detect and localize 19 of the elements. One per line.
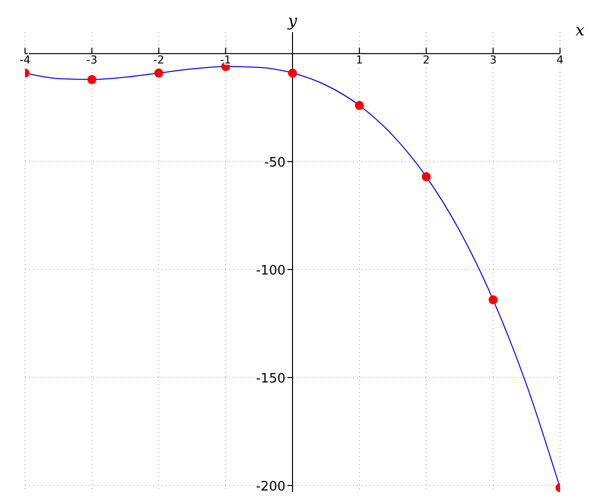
point — [488, 295, 498, 304]
x-axis-title: x — [575, 20, 585, 40]
y-axis-title: y — [286, 11, 298, 30]
x-tick-label: 4 — [556, 54, 564, 67]
x-tick-label: -3 — [86, 54, 98, 67]
y-tick-label: -200 — [256, 480, 286, 495]
point — [422, 172, 431, 182]
point — [288, 68, 298, 78]
y-tick-label: -100 — [256, 264, 286, 279]
point — [87, 75, 96, 84]
point — [354, 100, 364, 110]
y-tick-label: -150 — [256, 372, 286, 387]
x-tick-label: -4 — [20, 54, 30, 67]
x-tick-label: 1 — [356, 54, 363, 67]
point — [154, 68, 164, 78]
x-tick-label: 3 — [490, 54, 497, 67]
x-tick-label: -2 — [153, 54, 164, 67]
x-tick-label: 2 — [422, 54, 430, 67]
y-tick-label: -50 — [264, 156, 286, 171]
